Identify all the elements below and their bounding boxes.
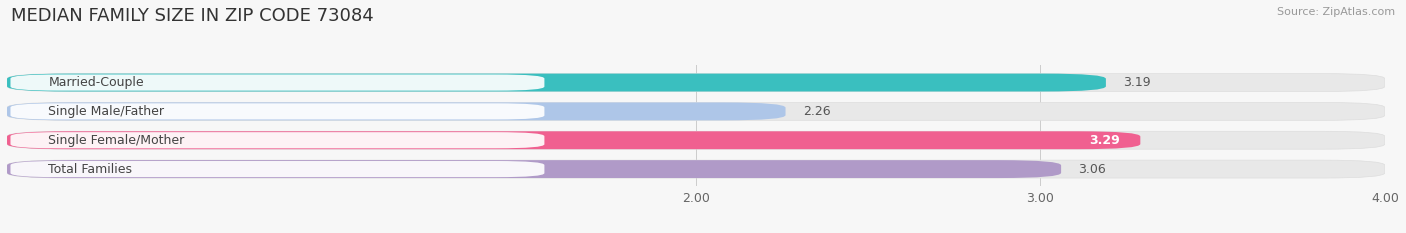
FancyBboxPatch shape — [10, 103, 544, 120]
FancyBboxPatch shape — [7, 74, 1385, 92]
FancyBboxPatch shape — [10, 161, 544, 177]
Text: Total Families: Total Families — [48, 163, 132, 176]
Text: 3.29: 3.29 — [1088, 134, 1119, 147]
Text: Source: ZipAtlas.com: Source: ZipAtlas.com — [1277, 7, 1395, 17]
Text: 3.06: 3.06 — [1078, 163, 1107, 176]
FancyBboxPatch shape — [7, 160, 1062, 178]
FancyBboxPatch shape — [7, 74, 1107, 92]
Text: Single Female/Mother: Single Female/Mother — [48, 134, 184, 147]
Text: Single Male/Father: Single Male/Father — [48, 105, 165, 118]
FancyBboxPatch shape — [7, 103, 786, 120]
Text: 2.26: 2.26 — [803, 105, 831, 118]
FancyBboxPatch shape — [7, 103, 1385, 120]
FancyBboxPatch shape — [10, 132, 544, 148]
Text: Married-Couple: Married-Couple — [48, 76, 143, 89]
FancyBboxPatch shape — [7, 131, 1385, 149]
Text: 3.19: 3.19 — [1123, 76, 1150, 89]
FancyBboxPatch shape — [7, 131, 1140, 149]
FancyBboxPatch shape — [7, 160, 1385, 178]
FancyBboxPatch shape — [10, 75, 544, 91]
Text: MEDIAN FAMILY SIZE IN ZIP CODE 73084: MEDIAN FAMILY SIZE IN ZIP CODE 73084 — [11, 7, 374, 25]
